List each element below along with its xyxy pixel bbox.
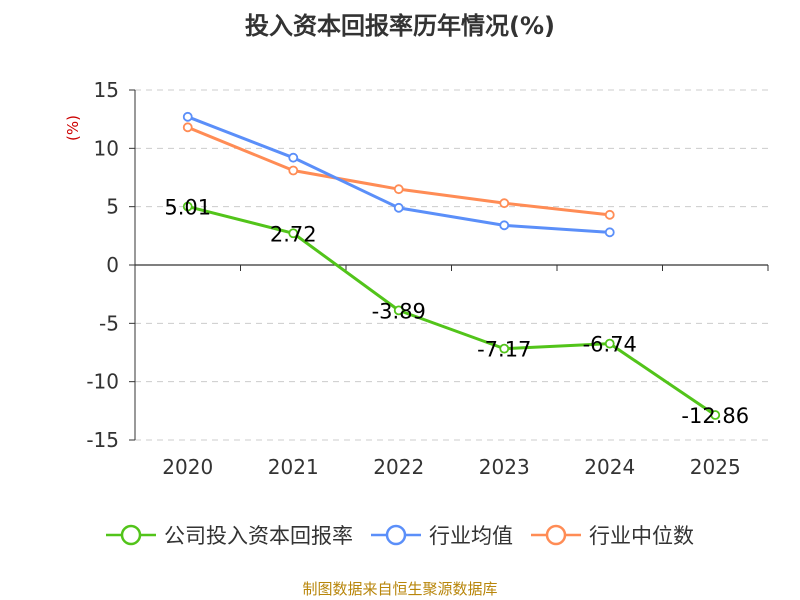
series-point-0[interactable] <box>604 338 615 349</box>
legend-label: 行业均值 <box>429 524 513 548</box>
legend-item-0[interactable]: 公司投入资本回报率 <box>106 520 353 550</box>
legend-swatch-icon <box>371 524 421 546</box>
y-tick-label: 5 <box>106 195 119 219</box>
series-point-1[interactable] <box>182 111 193 122</box>
y-tick-label: -10 <box>86 370 119 394</box>
data-label: -3.89 <box>372 299 426 323</box>
legend-label: 行业中位数 <box>589 524 694 548</box>
data-label: 2.72 <box>270 222 317 246</box>
y-tick-label: -15 <box>86 428 119 452</box>
series-point-0[interactable] <box>499 343 510 354</box>
series-point-2[interactable] <box>499 198 510 209</box>
y-axis-title: (%) <box>64 115 82 141</box>
series-point-1[interactable] <box>393 202 404 213</box>
y-tick-label: 10 <box>94 136 119 160</box>
series-point-0[interactable] <box>182 201 193 212</box>
legend-item-2[interactable]: 行业中位数 <box>531 520 694 550</box>
data-label: -12.86 <box>681 404 749 428</box>
chart-legend: 公司投入资本回报率 行业均值 行业中位数 <box>0 520 800 550</box>
x-tick-label: 2024 <box>584 455 635 479</box>
legend-swatch-icon <box>106 524 156 546</box>
x-tick-label: 2025 <box>690 455 741 479</box>
y-tick-label: 0 <box>106 253 119 277</box>
series-point-2[interactable] <box>393 184 404 195</box>
y-tick-label: -5 <box>99 311 119 335</box>
data-label: 5.01 <box>164 196 211 220</box>
series-point-2[interactable] <box>182 122 193 133</box>
series-point-0[interactable] <box>288 228 299 239</box>
data-label: -7.17 <box>477 338 531 362</box>
source-note: 制图数据来自恒生聚源数据库 <box>302 580 498 598</box>
x-tick-label: 2021 <box>268 455 319 479</box>
y-tick-label: 15 <box>94 78 119 102</box>
legend-label: 公司投入资本回报率 <box>164 524 353 548</box>
series-point-1[interactable] <box>604 227 615 238</box>
legend-item-1[interactable]: 行业均值 <box>371 520 513 550</box>
series-point-0[interactable] <box>710 410 721 420</box>
series-point-0[interactable] <box>393 305 404 316</box>
x-tick-label: 2022 <box>373 455 424 479</box>
legend-swatch-icon <box>531 524 581 546</box>
series-point-1[interactable] <box>288 152 299 163</box>
x-tick-label: 2020 <box>162 455 213 479</box>
data-label: -6.74 <box>583 333 637 357</box>
label-layer: 5.01 2.72 -3.89 -7.17 -6.74 -12.86 <box>164 196 749 428</box>
axis-layer: 15 10 5 0 -5 -10 -15 2020 2021 2022 2023 2024 2025 <box>86 78 769 479</box>
series-point-1[interactable] <box>499 220 510 231</box>
series-point-2[interactable] <box>604 209 615 220</box>
chart-title: 投入资本回报率历年情况(%) <box>245 12 555 40</box>
series-line-0 <box>187 205 717 417</box>
x-tick-label: 2023 <box>479 455 530 479</box>
series-layer <box>182 111 721 420</box>
series-point-2[interactable] <box>288 165 299 176</box>
series-line-1 <box>187 115 610 234</box>
